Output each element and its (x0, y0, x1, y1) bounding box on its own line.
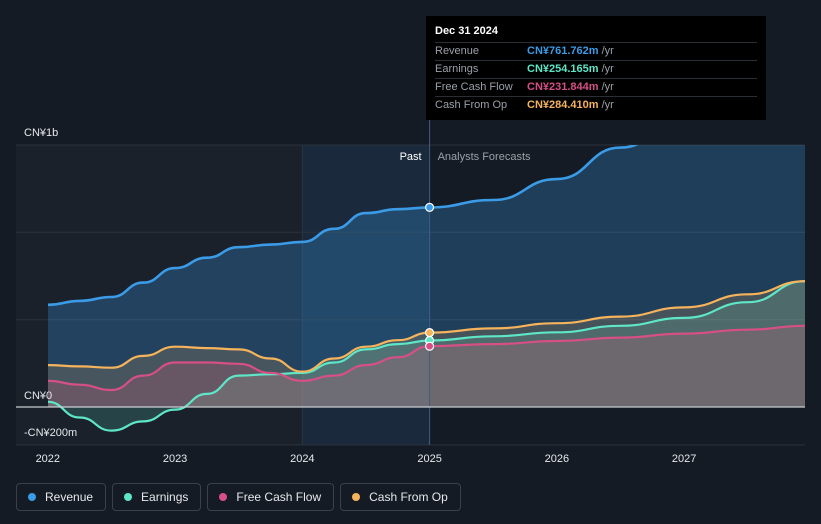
x-axis-labels: 2022 2023 2024 2025 2026 2027 (36, 453, 697, 465)
tooltip-label: Free Cash Flow (435, 81, 513, 93)
legend-label: Free Cash Flow (236, 490, 322, 504)
tooltip-value: CN¥284.410m (527, 99, 599, 111)
legend-item-revenue[interactable]: Revenue (16, 483, 107, 511)
tooltip-panel: Dec 31 2024 Revenue CN¥761.762m /yr Earn… (426, 16, 766, 120)
y-tick-label: CN¥0 (24, 390, 52, 402)
series-lines (48, 145, 805, 432)
tooltip-unit: /yr (601, 81, 614, 93)
y-tick-label: CN¥1b (24, 127, 58, 139)
earnings-area (48, 281, 805, 431)
x-tick-label: 2027 (672, 453, 696, 465)
tooltip-label: Cash From Op (435, 99, 508, 111)
tooltip-label: Earnings (435, 63, 479, 75)
legend-label: Revenue (45, 490, 94, 504)
tooltip-value: CN¥761.762m (527, 45, 599, 57)
revenue-marker (424, 202, 435, 212)
tooltip-value: CN¥254.165m (527, 63, 599, 75)
legend-item-earnings[interactable]: Earnings (112, 483, 202, 511)
x-tick-label: 2022 (36, 453, 60, 465)
cash-from-op-line (48, 280, 805, 373)
legend: Revenue Earnings Free Cash Flow Cash Fro… (16, 483, 461, 511)
earnings-line (48, 280, 805, 432)
free-cash-flow-area (48, 325, 805, 407)
x-tick-label: 2026 (545, 453, 569, 465)
past-label: Past (400, 151, 422, 163)
tooltip-unit: /yr (601, 45, 614, 57)
free-cash-flow-marker (424, 341, 435, 351)
highlight-region-shade (302, 145, 430, 445)
free-cash-flow-line (48, 324, 805, 392)
y-axis-labels: CN¥1b CN¥0 -CN¥200m (24, 127, 77, 439)
legend-item-free-cash-flow[interactable]: Free Cash Flow (207, 483, 335, 511)
free-cash-flow-dot-icon (219, 493, 228, 501)
x-tick-label: 2023 (163, 453, 187, 465)
x-tick-label: 2025 (417, 453, 441, 465)
legend-item-cash-from-op[interactable]: Cash From Op (340, 483, 461, 511)
tooltip-row-cash-from-op: Cash From Op CN¥284.410m /yr (435, 96, 757, 114)
y-tick-label: -CN¥200m (24, 427, 77, 439)
legend-label: Earnings (141, 490, 189, 504)
revenue-line (48, 145, 639, 307)
legend-label: Cash From Op (369, 490, 448, 504)
earnings-dot-icon (124, 493, 133, 501)
hover-markers (424, 202, 435, 351)
revenue-dot-icon (28, 493, 36, 501)
tooltip-row-revenue: Revenue CN¥761.762m /yr (435, 42, 757, 60)
x-tick-label: 2024 (290, 453, 314, 465)
cash-from-op-dot-icon (352, 493, 361, 501)
forecast-label: Analysts Forecasts (438, 151, 531, 163)
revenue-area (48, 145, 805, 407)
tooltip-label: Revenue (435, 45, 480, 57)
tooltip-unit: /yr (601, 99, 614, 111)
tooltip-row-free-cash-flow: Free Cash Flow CN¥231.844m /yr (435, 78, 757, 96)
tooltip-row-earnings: Earnings CN¥254.165m /yr (435, 60, 757, 78)
cash-from-op-marker (424, 327, 435, 338)
tooltip-date: Dec 31 2024 (435, 25, 498, 37)
tooltip-value: CN¥231.844m (527, 81, 599, 93)
gridlines (16, 144, 805, 446)
tooltip-unit: /yr (601, 63, 614, 75)
